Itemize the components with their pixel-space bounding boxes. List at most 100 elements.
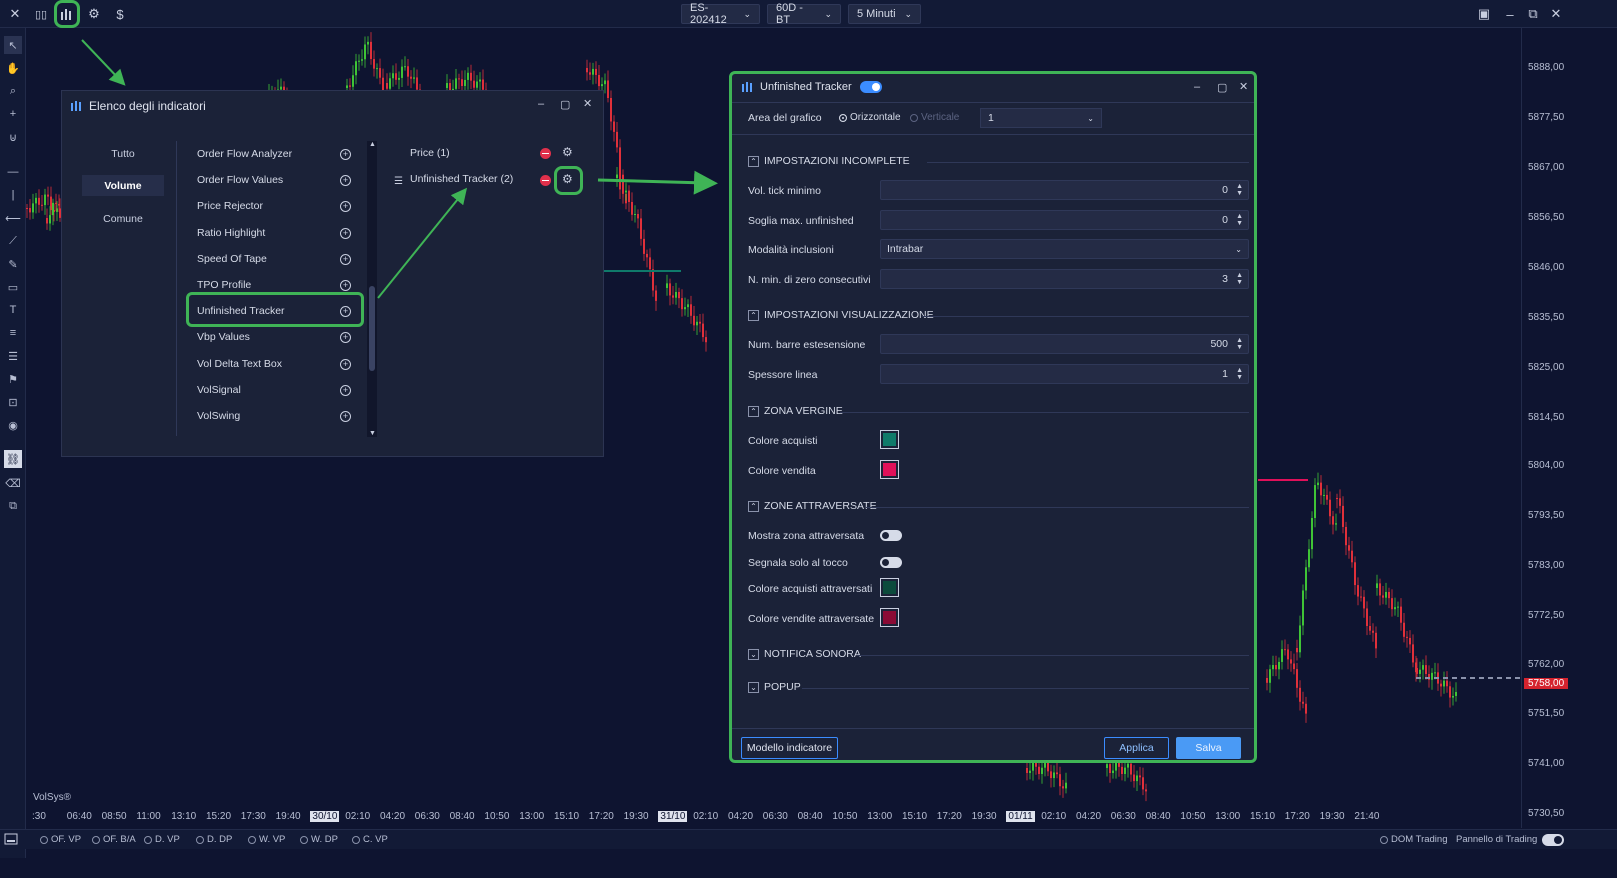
- overlay-toggle[interactable]: W. DP: [300, 834, 338, 845]
- max-unfinished-input[interactable]: 0 ▲ ▼: [880, 210, 1249, 230]
- flag-icon[interactable]: ⚑: [8, 373, 18, 386]
- scroll-down-icon[interactable]: ▼: [369, 430, 376, 437]
- orientation-horizontal-radio[interactable]: Orizzontale: [839, 112, 901, 123]
- stepper-icon[interactable]: ▲ ▼: [1236, 183, 1243, 197]
- rectangle-icon[interactable]: ▭: [7, 281, 19, 294]
- stepper-icon[interactable]: ▲ ▼: [1236, 272, 1243, 286]
- add-icon[interactable]: +: [340, 306, 351, 318]
- interval-select[interactable]: 5 Minuti ⌄: [848, 4, 921, 24]
- scroll-up-icon[interactable]: ▲: [369, 141, 376, 148]
- zoom-icon[interactable]: ⌕: [9, 84, 17, 97]
- vertical-line-icon[interactable]: |: [11, 189, 15, 201]
- extension-bars-input[interactable]: 500 ▲ ▼: [880, 334, 1249, 354]
- section-incomplete-settings[interactable]: ⌃ IMPOSTAZIONI INCOMPLETE: [748, 155, 910, 167]
- trading-panel-switch[interactable]: [1542, 834, 1564, 846]
- panel-toggle-icon[interactable]: [4, 832, 18, 846]
- indicator-list-item[interactable]: Order Flow Analyzer: [197, 148, 293, 160]
- symbol-select[interactable]: ES-202412 ⌄: [681, 2, 760, 26]
- price-axis[interactable]: 5888,00 5877,50 5867,00 5856,50 5846,00 5835,…: [1521, 28, 1617, 828]
- add-icon[interactable]: +: [340, 253, 351, 265]
- gear-icon[interactable]: ⚙: [562, 145, 573, 159]
- add-icon[interactable]: +: [340, 411, 351, 422]
- fib-icon[interactable]: ☰: [8, 350, 18, 363]
- magnet-icon[interactable]: ⊍: [8, 131, 18, 144]
- indicator-list-item[interactable]: Unfinished Tracker: [197, 305, 285, 318]
- indicators-icon[interactable]: [57, 4, 77, 24]
- drag-handle-icon[interactable]: ☰: [394, 176, 403, 187]
- line-width-input[interactable]: 1 ▲ ▼: [880, 364, 1249, 384]
- overlay-toggle[interactable]: OF. VP: [40, 834, 81, 845]
- show-crossed-toggle[interactable]: [880, 530, 902, 541]
- layout-icon[interactable]: ▣: [1477, 6, 1491, 21]
- sell-color-swatch[interactable]: [880, 460, 899, 479]
- time-axis[interactable]: :30 06:40 08:50 11:00 13:10 15:20 17:30 19:40 30…: [26, 808, 1521, 828]
- lock-draw-icon[interactable]: ⊡: [8, 396, 18, 409]
- overlay-toggle[interactable]: W. VP: [248, 834, 285, 845]
- category-comune[interactable]: Comune: [103, 212, 143, 225]
- trendline-icon[interactable]: ⟋: [9, 234, 17, 247]
- add-icon[interactable]: +: [340, 358, 351, 370]
- list-icon[interactable]: ≡: [9, 327, 17, 339]
- remove-icon[interactable]: [540, 148, 551, 159]
- close-icon[interactable]: ✕: [9, 6, 21, 21]
- section-display-settings[interactable]: ⌃ IMPOSTAZIONI VISUALIZZAZIONE: [748, 309, 934, 321]
- timeframe-select[interactable]: 60D - BT ⌄: [767, 2, 841, 26]
- ray-icon[interactable]: ⟵: [5, 212, 21, 225]
- close-icon[interactable]: ✕: [583, 98, 593, 110]
- dollar-icon[interactable]: $: [116, 6, 124, 22]
- add-icon[interactable]: +: [340, 175, 351, 187]
- section-virgin-zone[interactable]: ⌃ ZONA VERGINE: [748, 405, 843, 417]
- minimize-icon[interactable]: –: [1506, 6, 1514, 22]
- min-zero-input[interactable]: 3 ▲ ▼: [880, 269, 1249, 289]
- add-icon[interactable]: +: [340, 332, 351, 344]
- buy-color-swatch[interactable]: [880, 430, 899, 449]
- chart-area-select[interactable]: 1 ⌄: [980, 108, 1102, 128]
- remove-icon[interactable]: [540, 175, 551, 186]
- active-indicator-unfinished-tracker[interactable]: Unfinished Tracker (2): [410, 173, 514, 185]
- category-volume[interactable]: Volume: [82, 175, 164, 196]
- hand-icon[interactable]: ✋: [6, 62, 20, 75]
- indicator-template-button[interactable]: Modello indicatore: [741, 737, 838, 759]
- add-icon[interactable]: +: [340, 149, 351, 160]
- apply-button[interactable]: Applica: [1104, 737, 1169, 759]
- layers-icon[interactable]: ⧉: [9, 499, 17, 512]
- indicator-list-item[interactable]: Ratio Highlight: [197, 226, 266, 239]
- indicator-list-item[interactable]: TPO Profile: [197, 279, 252, 291]
- add-icon[interactable]: +: [340, 227, 351, 239]
- visibility-icon[interactable]: ◉: [8, 419, 18, 432]
- save-button[interactable]: Salva: [1176, 737, 1241, 759]
- active-indicator-price[interactable]: Price (1): [410, 147, 450, 159]
- window-close-icon[interactable]: ✕: [1550, 6, 1562, 21]
- minimize-icon[interactable]: –: [538, 98, 545, 110]
- inclusion-mode-select[interactable]: Intrabar ⌄: [880, 239, 1249, 259]
- indicator-list-item[interactable]: VolSwing: [197, 410, 241, 422]
- pen-icon[interactable]: ✎: [8, 258, 18, 271]
- eraser-icon[interactable]: ⌫: [5, 477, 21, 490]
- candles-icon[interactable]: ▯▯: [34, 8, 48, 21]
- indicator-list-item[interactable]: Vol Delta Text Box: [197, 357, 283, 370]
- link-icon[interactable]: ⛓: [4, 450, 22, 468]
- minimize-icon[interactable]: –: [1194, 81, 1201, 93]
- crossed-buy-color-swatch[interactable]: [880, 578, 899, 597]
- pointer-icon[interactable]: ↖: [4, 36, 22, 54]
- crossed-sell-color-swatch[interactable]: [880, 608, 899, 627]
- category-tutto[interactable]: Tutto: [111, 147, 135, 160]
- horizontal-line-icon[interactable]: —: [7, 166, 19, 178]
- text-icon[interactable]: T: [9, 304, 17, 316]
- indicator-list-item[interactable]: Vbp Values: [197, 331, 250, 344]
- touch-only-toggle[interactable]: [880, 557, 902, 568]
- dom-trading-toggle[interactable]: DOM Trading: [1380, 834, 1448, 845]
- section-popup[interactable]: ⌄ POPUP: [748, 681, 801, 693]
- maximize-icon[interactable]: ▢: [560, 99, 571, 111]
- stepper-icon[interactable]: ▲ ▼: [1236, 337, 1243, 351]
- overlay-toggle[interactable]: D. VP: [144, 834, 180, 845]
- overlay-toggle[interactable]: D. DP: [196, 834, 232, 845]
- maximize-icon[interactable]: ▢: [1217, 82, 1228, 94]
- indicator-list-item[interactable]: VolSignal: [197, 383, 241, 396]
- overlay-toggle[interactable]: C. VP: [352, 834, 388, 845]
- section-crossed-zones[interactable]: ⌃ ZONE ATTRAVERSATE: [748, 500, 877, 512]
- stepper-icon[interactable]: ▲ ▼: [1236, 367, 1243, 381]
- overlay-toggle[interactable]: OF. B/A: [92, 834, 136, 845]
- min-tick-volume-input[interactable]: 0 ▲ ▼: [880, 180, 1249, 200]
- close-icon[interactable]: ✕: [1239, 81, 1249, 93]
